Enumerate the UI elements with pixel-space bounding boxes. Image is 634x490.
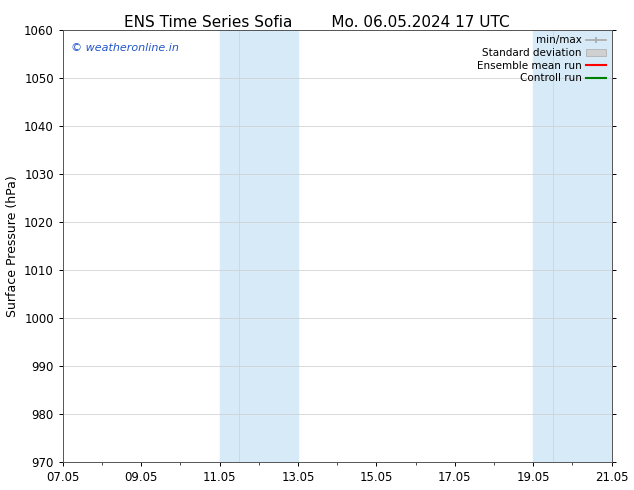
Text: ENS Time Series Sofia        Mo. 06.05.2024 17 UTC: ENS Time Series Sofia Mo. 06.05.2024 17 … <box>124 15 510 30</box>
Legend: min/max, Standard deviation, Ensemble mean run, Controll run: min/max, Standard deviation, Ensemble me… <box>475 33 609 85</box>
Y-axis label: Surface Pressure (hPa): Surface Pressure (hPa) <box>6 175 18 317</box>
Text: © weatheronline.in: © weatheronline.in <box>71 43 179 53</box>
Bar <box>220 30 239 463</box>
Bar <box>533 30 553 463</box>
Bar <box>239 30 298 463</box>
Bar <box>553 30 612 463</box>
